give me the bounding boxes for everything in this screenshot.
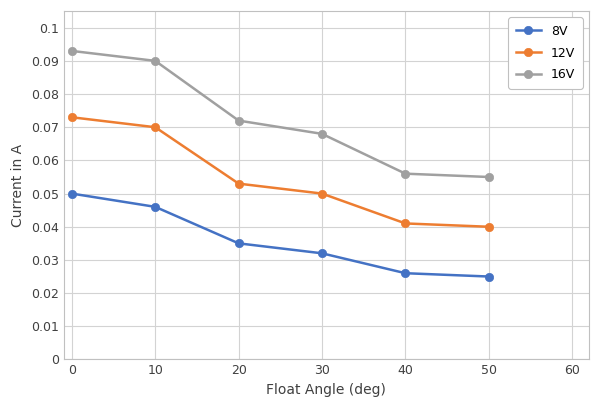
12V (319, 191, 326, 196)
8V (152, 204, 159, 209)
16V (319, 131, 326, 136)
8V (68, 191, 76, 196)
Line: 12V: 12V (68, 113, 493, 231)
Y-axis label: Current in A: Current in A (11, 144, 25, 227)
X-axis label: Float Angle (deg): Float Angle (deg) (266, 383, 386, 397)
16V (235, 118, 242, 123)
8V (235, 241, 242, 246)
16V (485, 175, 493, 180)
8V (402, 271, 409, 276)
8V (485, 274, 493, 279)
12V (485, 224, 493, 229)
16V (402, 171, 409, 176)
12V (152, 125, 159, 130)
Line: 16V: 16V (68, 47, 493, 181)
12V (402, 221, 409, 226)
16V (152, 58, 159, 63)
Line: 8V: 8V (68, 189, 493, 281)
Legend: 8V, 12V, 16V: 8V, 12V, 16V (508, 18, 583, 89)
12V (235, 181, 242, 186)
8V (319, 251, 326, 256)
12V (68, 115, 76, 120)
16V (68, 49, 76, 53)
